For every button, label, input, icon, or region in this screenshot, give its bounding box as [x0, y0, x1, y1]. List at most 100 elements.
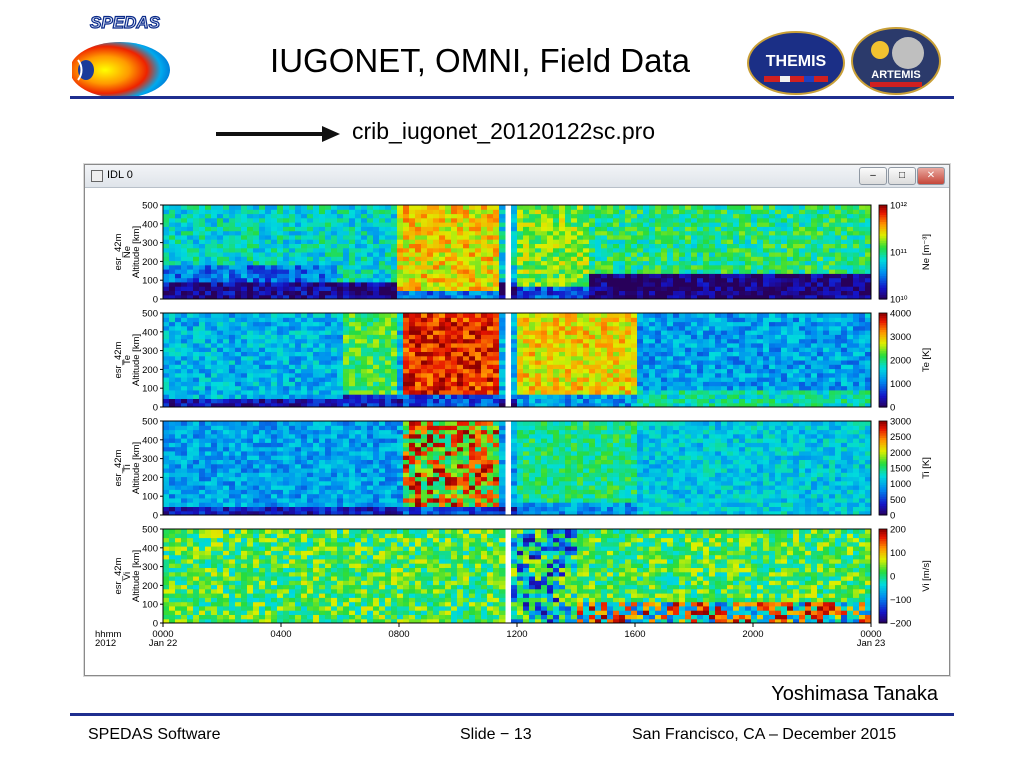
heatmap-cell — [763, 381, 770, 387]
heatmap-cell — [553, 243, 560, 249]
heatmap-cell — [271, 277, 278, 283]
heatmap-cell — [313, 321, 320, 327]
heatmap-cell — [637, 290, 644, 296]
heatmap-cell — [379, 226, 386, 232]
heatmap-cell — [343, 234, 350, 240]
heatmap-cell — [439, 394, 446, 399]
minimize-button[interactable]: – — [859, 167, 887, 185]
heatmap-cell — [205, 321, 212, 327]
heatmap-cell — [775, 260, 782, 266]
window-titlebar[interactable]: IDL 0 – □ ✕ — [85, 165, 949, 188]
heatmap-cell — [331, 334, 338, 340]
heatmap-cell — [175, 338, 182, 344]
heatmap-cell — [373, 205, 380, 210]
heatmap-cell — [217, 243, 224, 249]
heatmap-cell — [397, 234, 404, 240]
heatmap-cell — [679, 222, 686, 227]
heatmap-cell — [667, 334, 674, 340]
heatmap-cell — [667, 342, 674, 348]
heatmap-cell — [715, 355, 722, 361]
heatmap-cell — [307, 351, 314, 357]
heatmap-cell — [763, 338, 770, 344]
heatmap-cell — [721, 226, 728, 232]
heatmap-cell — [709, 385, 716, 391]
colorbar-segment — [879, 233, 887, 237]
colorbar-segment — [879, 221, 887, 225]
heatmap-cell — [733, 234, 740, 240]
heatmap-cell — [565, 347, 572, 352]
heatmap-cell — [361, 209, 368, 215]
heatmap-cell — [463, 213, 470, 219]
heatmap-cell — [379, 325, 386, 331]
heatmap-cell — [787, 394, 794, 399]
heatmap-cell — [631, 402, 638, 408]
heatmap-cell — [181, 368, 188, 374]
heatmap-cell — [385, 351, 392, 357]
heatmap-cell — [163, 205, 170, 210]
heatmap-cell — [295, 342, 302, 348]
heatmap-cell — [313, 217, 320, 223]
heatmap-cell — [163, 355, 170, 361]
heatmap-cell — [265, 355, 272, 361]
heatmap-cell — [493, 394, 500, 399]
heatmap-cell — [385, 360, 392, 365]
heatmap-cell — [379, 317, 386, 323]
heatmap-cell — [745, 226, 752, 232]
heatmap-cell — [217, 256, 224, 262]
heatmap-cell — [457, 239, 464, 244]
heatmap-cell — [559, 342, 566, 348]
heatmap-cell — [601, 234, 608, 240]
heatmap-cell — [667, 364, 674, 370]
heatmap-cell — [787, 385, 794, 391]
heatmap-cell — [811, 239, 818, 244]
heatmap-cell — [529, 321, 536, 327]
heatmap-cell — [397, 281, 404, 287]
heatmap-cell — [271, 239, 278, 244]
heatmap-cell — [841, 217, 848, 223]
heatmap-cell — [187, 243, 194, 249]
heatmap-cell — [535, 217, 542, 223]
heatmap-cell — [727, 260, 734, 266]
heatmap-cell — [661, 256, 668, 262]
heatmap-cell — [295, 256, 302, 262]
heatmap-cell — [793, 385, 800, 391]
heatmap-cell — [625, 209, 632, 215]
heatmap-cell — [715, 347, 722, 352]
heatmap-cell — [673, 234, 680, 240]
heatmap-cell — [829, 243, 836, 249]
heatmap-cell — [163, 351, 170, 357]
heatmap-cell — [241, 286, 248, 291]
heatmap-cell — [595, 222, 602, 227]
heatmap-cell — [205, 290, 212, 296]
maximize-button[interactable]: □ — [888, 167, 916, 185]
heatmap-cell — [181, 209, 188, 215]
heatmap-cell — [253, 385, 260, 391]
heatmap-cell — [673, 243, 680, 249]
heatmap-cell — [613, 355, 620, 361]
heatmap-cell — [511, 377, 518, 382]
heatmap-cell — [535, 290, 542, 296]
close-button[interactable]: ✕ — [917, 167, 945, 185]
heatmap-cell — [709, 273, 716, 279]
heatmap-cell — [307, 342, 314, 348]
heatmap-cell — [655, 313, 662, 318]
heatmap-cell — [523, 394, 530, 399]
heatmap-cell — [571, 347, 578, 352]
heatmap-cell — [439, 347, 446, 352]
heatmap-cell — [709, 381, 716, 387]
heatmap-cell — [457, 290, 464, 296]
heatmap-cell — [391, 389, 398, 395]
heatmap-cell — [217, 281, 224, 287]
heatmap-cell — [325, 368, 332, 374]
heatmap-cell — [685, 239, 692, 244]
heatmap-cell — [427, 381, 434, 387]
heatmap-cell — [277, 377, 284, 382]
heatmap-cell — [631, 286, 638, 291]
heatmap-cell — [787, 269, 794, 274]
heatmap-cell — [259, 334, 266, 340]
heatmap-cell — [781, 260, 788, 266]
heatmap-cell — [865, 217, 872, 223]
heatmap-cell — [439, 243, 446, 249]
heatmap-cell — [187, 368, 194, 374]
heatmap-cell — [403, 342, 410, 348]
